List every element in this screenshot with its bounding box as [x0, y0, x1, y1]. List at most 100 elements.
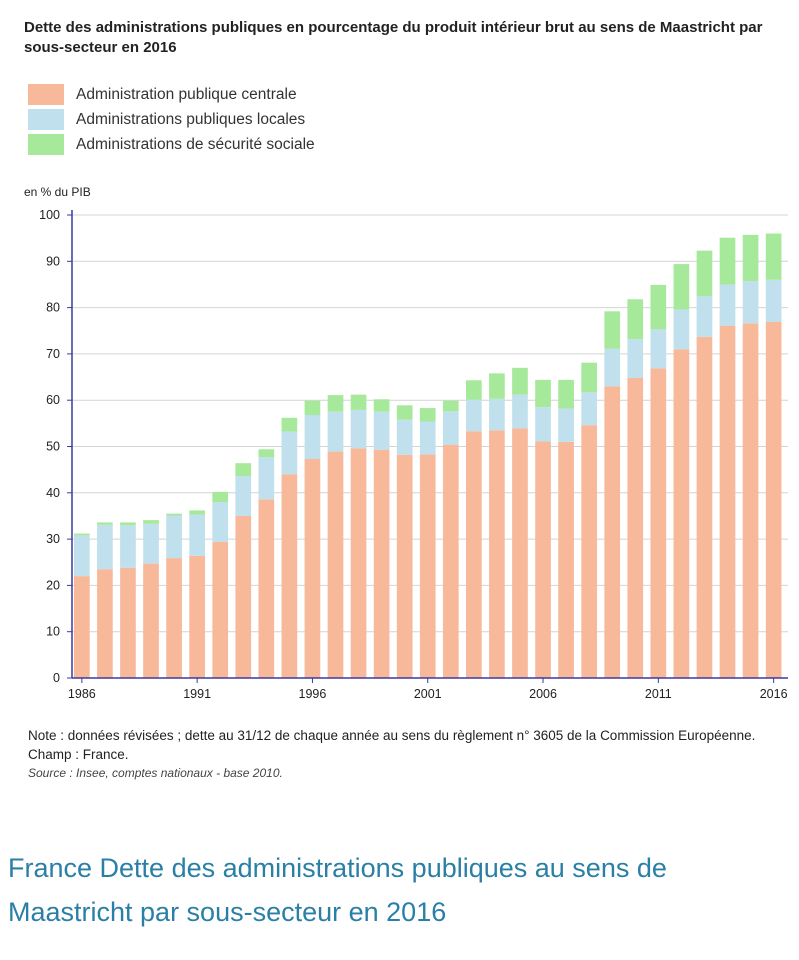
- bar-social-1996: [304, 400, 321, 416]
- bar-local-1993: [235, 476, 252, 516]
- bar-central-2008: [581, 425, 597, 678]
- bar-central-2003: [466, 431, 482, 678]
- bar-local-2001: [419, 421, 436, 455]
- bar-social-2012: [673, 264, 690, 310]
- bar-local-2010: [627, 339, 644, 378]
- bar-local-2015: [742, 281, 759, 324]
- legend-item-central: Administration publique centrale: [28, 82, 315, 107]
- y-tick-label: 50: [46, 440, 60, 454]
- x-tick-label: 1986: [68, 687, 96, 701]
- bar-central-1986: [74, 576, 90, 678]
- x-tick-label: 2006: [529, 687, 557, 701]
- bar-local-1994: [258, 457, 275, 500]
- bar-social-1999: [373, 399, 390, 412]
- bar-central-2009: [604, 386, 621, 678]
- y-tick-label: 30: [46, 532, 60, 546]
- y-tick-label: 40: [46, 486, 60, 500]
- y-tick-label: 60: [46, 393, 60, 407]
- bar-social-2004: [489, 373, 505, 399]
- bar-central-1992: [212, 541, 229, 678]
- bar-social-2010: [627, 299, 644, 340]
- bar-local-2014: [719, 284, 736, 326]
- bar-social-1995: [281, 417, 298, 432]
- bar-central-2011: [650, 368, 667, 678]
- bar-central-2016: [765, 321, 782, 678]
- chart-title: Dette des administrations publiques en p…: [24, 19, 763, 56]
- bar-social-2006: [535, 379, 551, 408]
- bar-social-2008: [581, 362, 597, 393]
- bar-social-1993: [235, 463, 252, 477]
- legend-label-social: Administrations de sécurité sociale: [76, 135, 315, 153]
- bar-local-2006: [535, 407, 551, 442]
- bar-social-1987: [97, 522, 113, 525]
- chart-notes: Note : données révisées ; dette au 31/12…: [28, 726, 788, 783]
- x-tick-label: 1991: [183, 687, 211, 701]
- bar-central-1989: [143, 563, 159, 678]
- bar-central-2013: [696, 336, 713, 678]
- bar-central-1998: [350, 448, 367, 678]
- bar-central-2007: [558, 441, 574, 678]
- y-axis-label: en % du PIB: [24, 185, 91, 199]
- legend-item-social: Administrations de sécurité sociale: [28, 132, 315, 157]
- bar-local-2003: [466, 399, 482, 432]
- bar-social-2000: [396, 405, 413, 420]
- bar-social-2005: [512, 367, 528, 395]
- legend-swatch-local: [28, 109, 64, 130]
- note-text: Note : données révisées ; dette au 31/12…: [28, 728, 756, 743]
- bar-local-1986: [74, 535, 90, 577]
- legend-label-central: Administration publique centrale: [76, 85, 297, 103]
- bar-local-1989: [143, 523, 159, 564]
- bar-central-2000: [396, 454, 413, 678]
- bar-central-2010: [627, 377, 644, 678]
- bar-local-1995: [281, 431, 298, 475]
- bar-local-2012: [673, 309, 690, 350]
- bar-social-2007: [558, 379, 574, 409]
- bar-local-2013: [696, 296, 713, 337]
- y-tick-label: 0: [53, 671, 60, 685]
- bar-local-2000: [396, 419, 413, 455]
- caption-line-1: France Dette des administrations publiqu…: [8, 853, 667, 883]
- y-tick-label: 70: [46, 347, 60, 361]
- bar-local-1987: [97, 524, 113, 570]
- bar-central-2012: [673, 349, 690, 678]
- bar-local-2004: [489, 398, 505, 431]
- bar-central-1999: [373, 449, 390, 678]
- bar-social-1997: [327, 395, 344, 412]
- bar-social-1991: [189, 510, 205, 515]
- bar-central-1997: [327, 451, 344, 678]
- bar-local-1997: [327, 411, 344, 452]
- source-text: Source : Insee, comptes nationaux - base…: [28, 766, 283, 780]
- chart-legend: Administration publique centrale Adminis…: [28, 82, 315, 157]
- bar-social-2003: [466, 380, 482, 400]
- bar-social-2009: [604, 311, 621, 349]
- bar-local-1999: [373, 411, 390, 450]
- bar-local-2007: [558, 408, 574, 442]
- bar-social-1994: [258, 449, 275, 458]
- bar-social-2002: [442, 400, 459, 412]
- y-tick-label: 100: [39, 208, 60, 222]
- bar-local-2011: [650, 329, 667, 369]
- bar-social-2016: [765, 233, 782, 280]
- bar-local-2008: [581, 392, 597, 426]
- bar-central-2004: [489, 430, 505, 678]
- x-tick-label: 2001: [414, 687, 442, 701]
- bar-social-2011: [650, 284, 667, 330]
- bar-social-1988: [120, 522, 136, 526]
- bar-social-1986: [74, 533, 90, 536]
- bar-local-1988: [120, 525, 136, 568]
- bar-central-2006: [535, 441, 551, 678]
- legend-swatch-social: [28, 134, 64, 155]
- page-caption: France Dette des administrations publiqu…: [8, 846, 799, 934]
- bar-central-2014: [719, 325, 736, 678]
- bar-central-2005: [512, 428, 528, 678]
- y-tick-label: 20: [46, 578, 60, 592]
- bar-social-2014: [719, 237, 736, 285]
- bar-central-1993: [235, 515, 252, 678]
- bar-central-1995: [281, 474, 298, 678]
- bar-social-1998: [350, 394, 367, 410]
- legend-item-local: Administrations publiques locales: [28, 107, 315, 132]
- bar-local-1996: [304, 415, 321, 460]
- y-tick-label: 10: [46, 625, 60, 639]
- bar-central-2015: [742, 323, 759, 678]
- bar-local-1991: [189, 514, 205, 556]
